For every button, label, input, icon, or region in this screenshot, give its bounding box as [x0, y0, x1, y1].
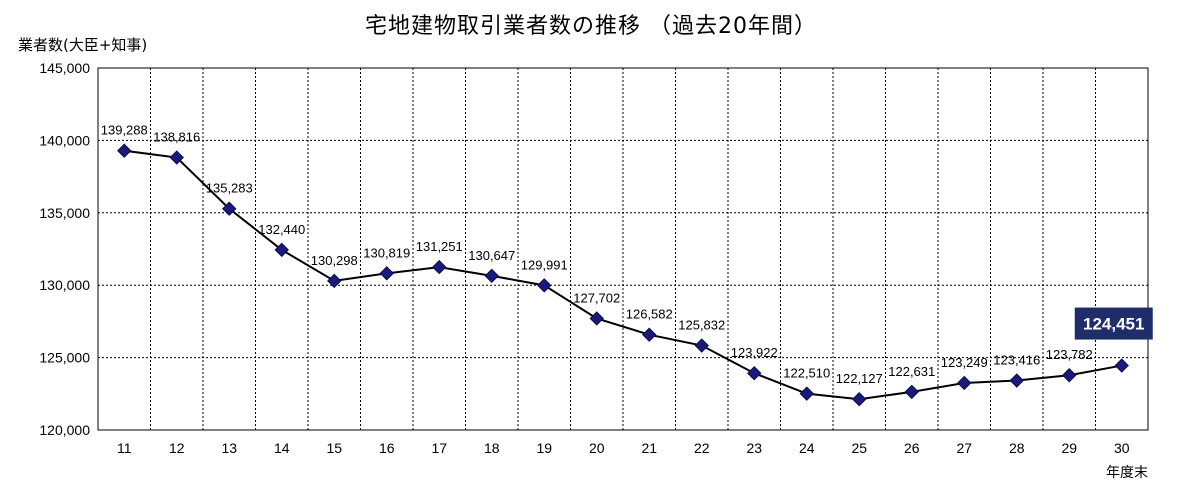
data-point-marker [1009, 373, 1024, 388]
data-point-marker [694, 338, 709, 353]
x-tick-label: 30 [1114, 440, 1130, 456]
data-label: 123,782 [1046, 347, 1093, 362]
data-label: 132,440 [258, 222, 305, 237]
data-label: 130,647 [468, 248, 515, 263]
data-point-marker [432, 259, 447, 275]
x-tick-label: 17 [431, 440, 447, 456]
data-point-marker [1114, 358, 1129, 373]
data-point-marker [537, 278, 552, 293]
data-label: 126,582 [626, 307, 673, 322]
highlight-label-text: 124,451 [1083, 315, 1144, 334]
data-point-marker [379, 266, 394, 281]
y-tick-label: 130,000 [39, 277, 90, 293]
data-point-marker [117, 143, 132, 158]
x-tick-label: 21 [641, 440, 657, 456]
data-label: 139,288 [101, 123, 148, 138]
highlight-label-box [1074, 307, 1153, 340]
data-point-marker [642, 327, 657, 342]
data-point-marker [799, 386, 814, 401]
x-tick-label: 22 [694, 440, 710, 456]
y-tick-label: 145,000 [39, 60, 90, 76]
x-tick-label: 26 [904, 440, 920, 456]
data-label: 138,816 [153, 130, 200, 145]
data-label: 129,991 [521, 257, 568, 272]
x-tick-label: 25 [851, 440, 867, 456]
data-point-marker [957, 375, 972, 391]
data-label: 123,249 [941, 355, 988, 370]
data-label: 131,251 [416, 239, 463, 254]
data-point-marker [1062, 368, 1077, 383]
plot-frame [97, 67, 1149, 431]
data-point-marker [904, 384, 919, 400]
data-point-marker [747, 366, 762, 381]
x-tick-label: 16 [379, 440, 395, 456]
data-labels: 139,288 138,816 135,283 132,440 130,298 130,8… [101, 123, 1153, 386]
x-tick-label: 12 [169, 440, 185, 456]
data-point-marker [852, 391, 867, 407]
data-label: 123,416 [993, 353, 1040, 368]
x-tick-label: 13 [221, 440, 237, 456]
data-label: 130,819 [363, 245, 410, 260]
x-tick-label: 14 [274, 440, 290, 456]
x-tick-label: 20 [589, 440, 605, 456]
data-point-marker [222, 201, 237, 216]
x-tick-label: 27 [956, 440, 972, 456]
x-tick-label: 19 [536, 440, 552, 456]
x-tick-label: 11 [117, 440, 132, 456]
x-tick-label: 15 [326, 440, 342, 456]
series-polyline [124, 149, 1122, 401]
x-tick-label: 29 [1061, 440, 1077, 456]
data-label: 123,922 [731, 345, 778, 360]
data-point-marker [589, 311, 604, 326]
x-tick-label: 24 [799, 440, 815, 456]
y-tick-label: 140,000 [39, 132, 90, 148]
series-line [117, 143, 1129, 407]
y-axis-label: 業者数(大臣+知事) [18, 36, 148, 54]
data-label: 122,510 [783, 366, 830, 381]
y-tick-label: 120,000 [39, 422, 90, 438]
grid [98, 67, 1148, 431]
data-label: 130,298 [311, 253, 358, 268]
x-axis-label: 年度末 [1106, 465, 1148, 481]
data-point-marker [327, 273, 342, 289]
axes: 120,000 125,000 130,000 135,000 140,000 145,0… [39, 60, 1149, 456]
x-tick-label: 18 [484, 440, 500, 456]
x-tick-label: 23 [746, 440, 762, 456]
data-label: 127,702 [573, 290, 620, 305]
x-tick-label: 28 [1009, 440, 1025, 456]
data-label: 135,283 [206, 181, 253, 196]
chart-title: 宅地建物取引業者数の推移 （過去20年間） [365, 14, 817, 39]
data-point-marker [169, 150, 184, 165]
data-label: 122,631 [888, 364, 935, 379]
y-tick-label: 125,000 [39, 350, 90, 366]
data-label: 125,832 [678, 318, 725, 333]
data-point-marker [274, 242, 289, 258]
data-label: 122,127 [836, 371, 883, 386]
data-point-marker [484, 268, 499, 284]
y-tick-label: 135,000 [39, 205, 90, 221]
